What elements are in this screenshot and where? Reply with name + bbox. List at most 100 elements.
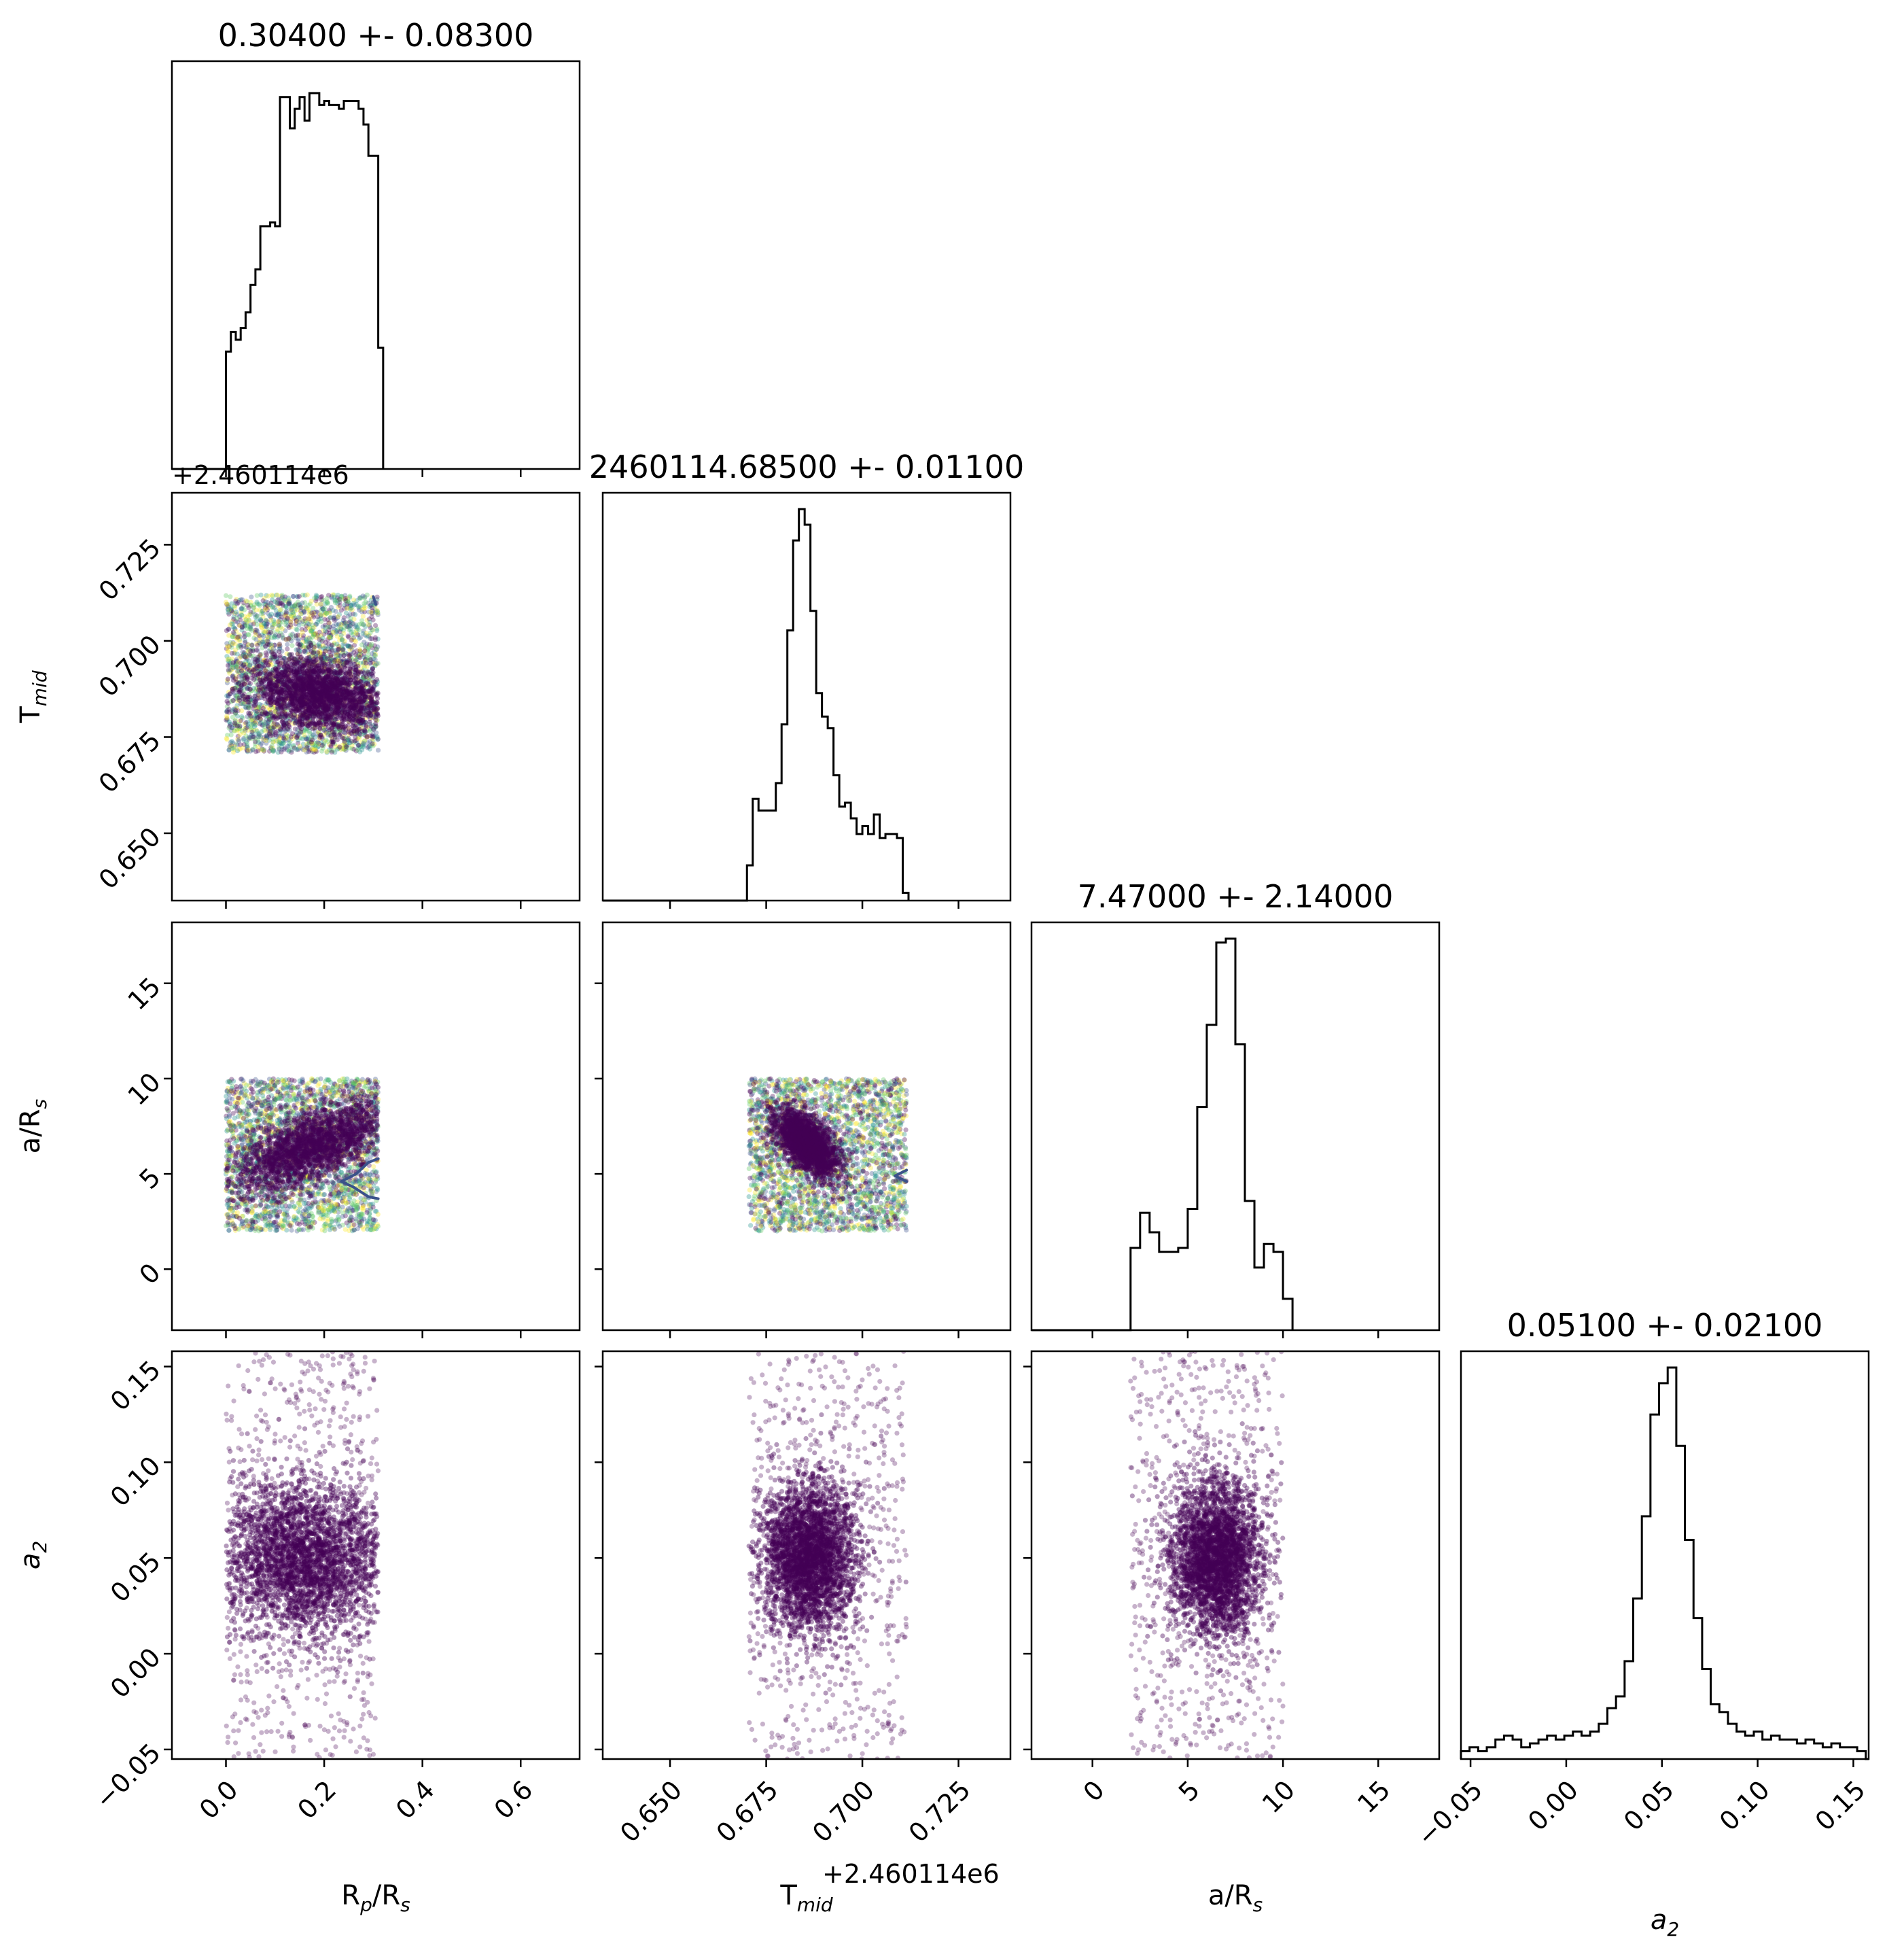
scatter-point	[364, 723, 369, 729]
scatter-point	[366, 678, 372, 684]
scatter-point	[241, 730, 247, 736]
scatter-point	[325, 601, 331, 606]
scatter-point	[334, 700, 340, 706]
scatter-point	[370, 627, 376, 633]
scatter-point	[366, 633, 371, 639]
scatter-point	[282, 705, 288, 710]
scatter-point	[332, 724, 338, 729]
scatter-point	[296, 614, 302, 620]
scatter-point	[291, 744, 296, 750]
scatter-point	[296, 648, 302, 653]
scatter-point	[257, 603, 262, 608]
scatter-point	[279, 715, 284, 720]
scatter-point	[338, 661, 343, 667]
scatter-point	[226, 747, 232, 752]
scatter-point	[279, 727, 284, 733]
scatter-point	[361, 719, 366, 725]
scatter-point	[224, 737, 230, 742]
scatter-point	[320, 678, 326, 684]
scatter-point	[285, 706, 291, 712]
scatter-point	[258, 716, 264, 722]
scatter-point	[236, 632, 242, 638]
scatter-point	[328, 634, 334, 640]
scatter-point	[281, 721, 286, 727]
scatter-point	[329, 750, 334, 755]
scatter-point	[328, 744, 334, 750]
scatter-point	[274, 683, 279, 689]
scatter-point	[224, 735, 229, 741]
scatter-point	[263, 668, 268, 674]
scatter-point	[315, 713, 321, 718]
scatter-point	[302, 708, 308, 714]
scatter-point	[331, 748, 336, 753]
scatter-point	[308, 628, 314, 634]
scatter-point	[320, 606, 325, 612]
scatter-point	[254, 713, 260, 718]
scatter-point	[243, 704, 248, 710]
scatter-point	[267, 683, 272, 689]
scatter-point	[360, 593, 366, 599]
scatter-point	[273, 654, 279, 659]
scatter-point	[281, 723, 287, 728]
scatter-point	[342, 739, 347, 744]
scatter-point	[233, 619, 239, 624]
scatter-point	[257, 706, 262, 712]
scatter-point	[302, 693, 308, 698]
scatter-point	[358, 679, 364, 684]
scatter-point	[306, 674, 312, 679]
scatter-point	[368, 724, 374, 729]
scatter-point	[263, 728, 268, 734]
scatter-point	[361, 652, 367, 657]
scatter-point	[319, 714, 324, 720]
scatter-point	[369, 693, 374, 699]
scatter-point	[257, 701, 262, 707]
scatter-point	[279, 595, 284, 601]
scatter-point	[300, 681, 305, 686]
hist-panel-Rp_Rs: 0.30400 +- 0.08300	[171, 17, 581, 477]
scatter-point	[260, 687, 266, 693]
scatter-point	[312, 725, 317, 731]
scatter-point	[270, 622, 275, 627]
scatter-point	[359, 669, 365, 675]
scatter-point	[253, 719, 258, 725]
scatter-point	[297, 643, 302, 648]
scatter-point	[233, 665, 239, 670]
scatter-point	[334, 669, 340, 674]
scatter-point	[232, 650, 237, 655]
scatter-point	[249, 642, 255, 648]
scatter-point	[274, 657, 279, 662]
scatter-point	[330, 592, 336, 597]
scatter-point	[244, 743, 250, 748]
scatter-point	[279, 593, 284, 599]
scatter-point	[318, 602, 324, 607]
scatter-point	[328, 605, 334, 610]
scatter-point	[360, 614, 366, 619]
scatter-point	[283, 722, 289, 727]
scatter-point	[372, 653, 378, 659]
scatter-point	[285, 599, 291, 605]
scatter-point	[302, 659, 307, 664]
scatter-point	[347, 691, 353, 697]
scatter-point	[251, 661, 256, 666]
scatter-point	[321, 631, 327, 637]
scatter-point	[330, 729, 335, 735]
scatter-point	[260, 691, 266, 697]
scatter-point	[370, 738, 376, 744]
scatter-point	[357, 684, 363, 689]
scatter-point	[248, 697, 254, 703]
scatter-point	[256, 667, 262, 673]
hist-panel-a_Rs: 7.47000 +- 2.14000	[1030, 878, 1441, 1338]
scatter-point	[308, 619, 313, 625]
scatter-point	[348, 731, 353, 736]
scatter-point	[345, 723, 351, 729]
scatter-point	[356, 636, 362, 641]
scatter-point	[262, 670, 267, 676]
scatter-point	[356, 710, 362, 716]
scatter-point	[247, 612, 253, 617]
scatter-point	[301, 606, 306, 611]
scatter-point	[294, 665, 299, 671]
scatter-point	[338, 608, 344, 613]
scatter-point	[366, 644, 372, 650]
scatter-point	[251, 724, 258, 729]
scatter-point	[232, 718, 238, 724]
